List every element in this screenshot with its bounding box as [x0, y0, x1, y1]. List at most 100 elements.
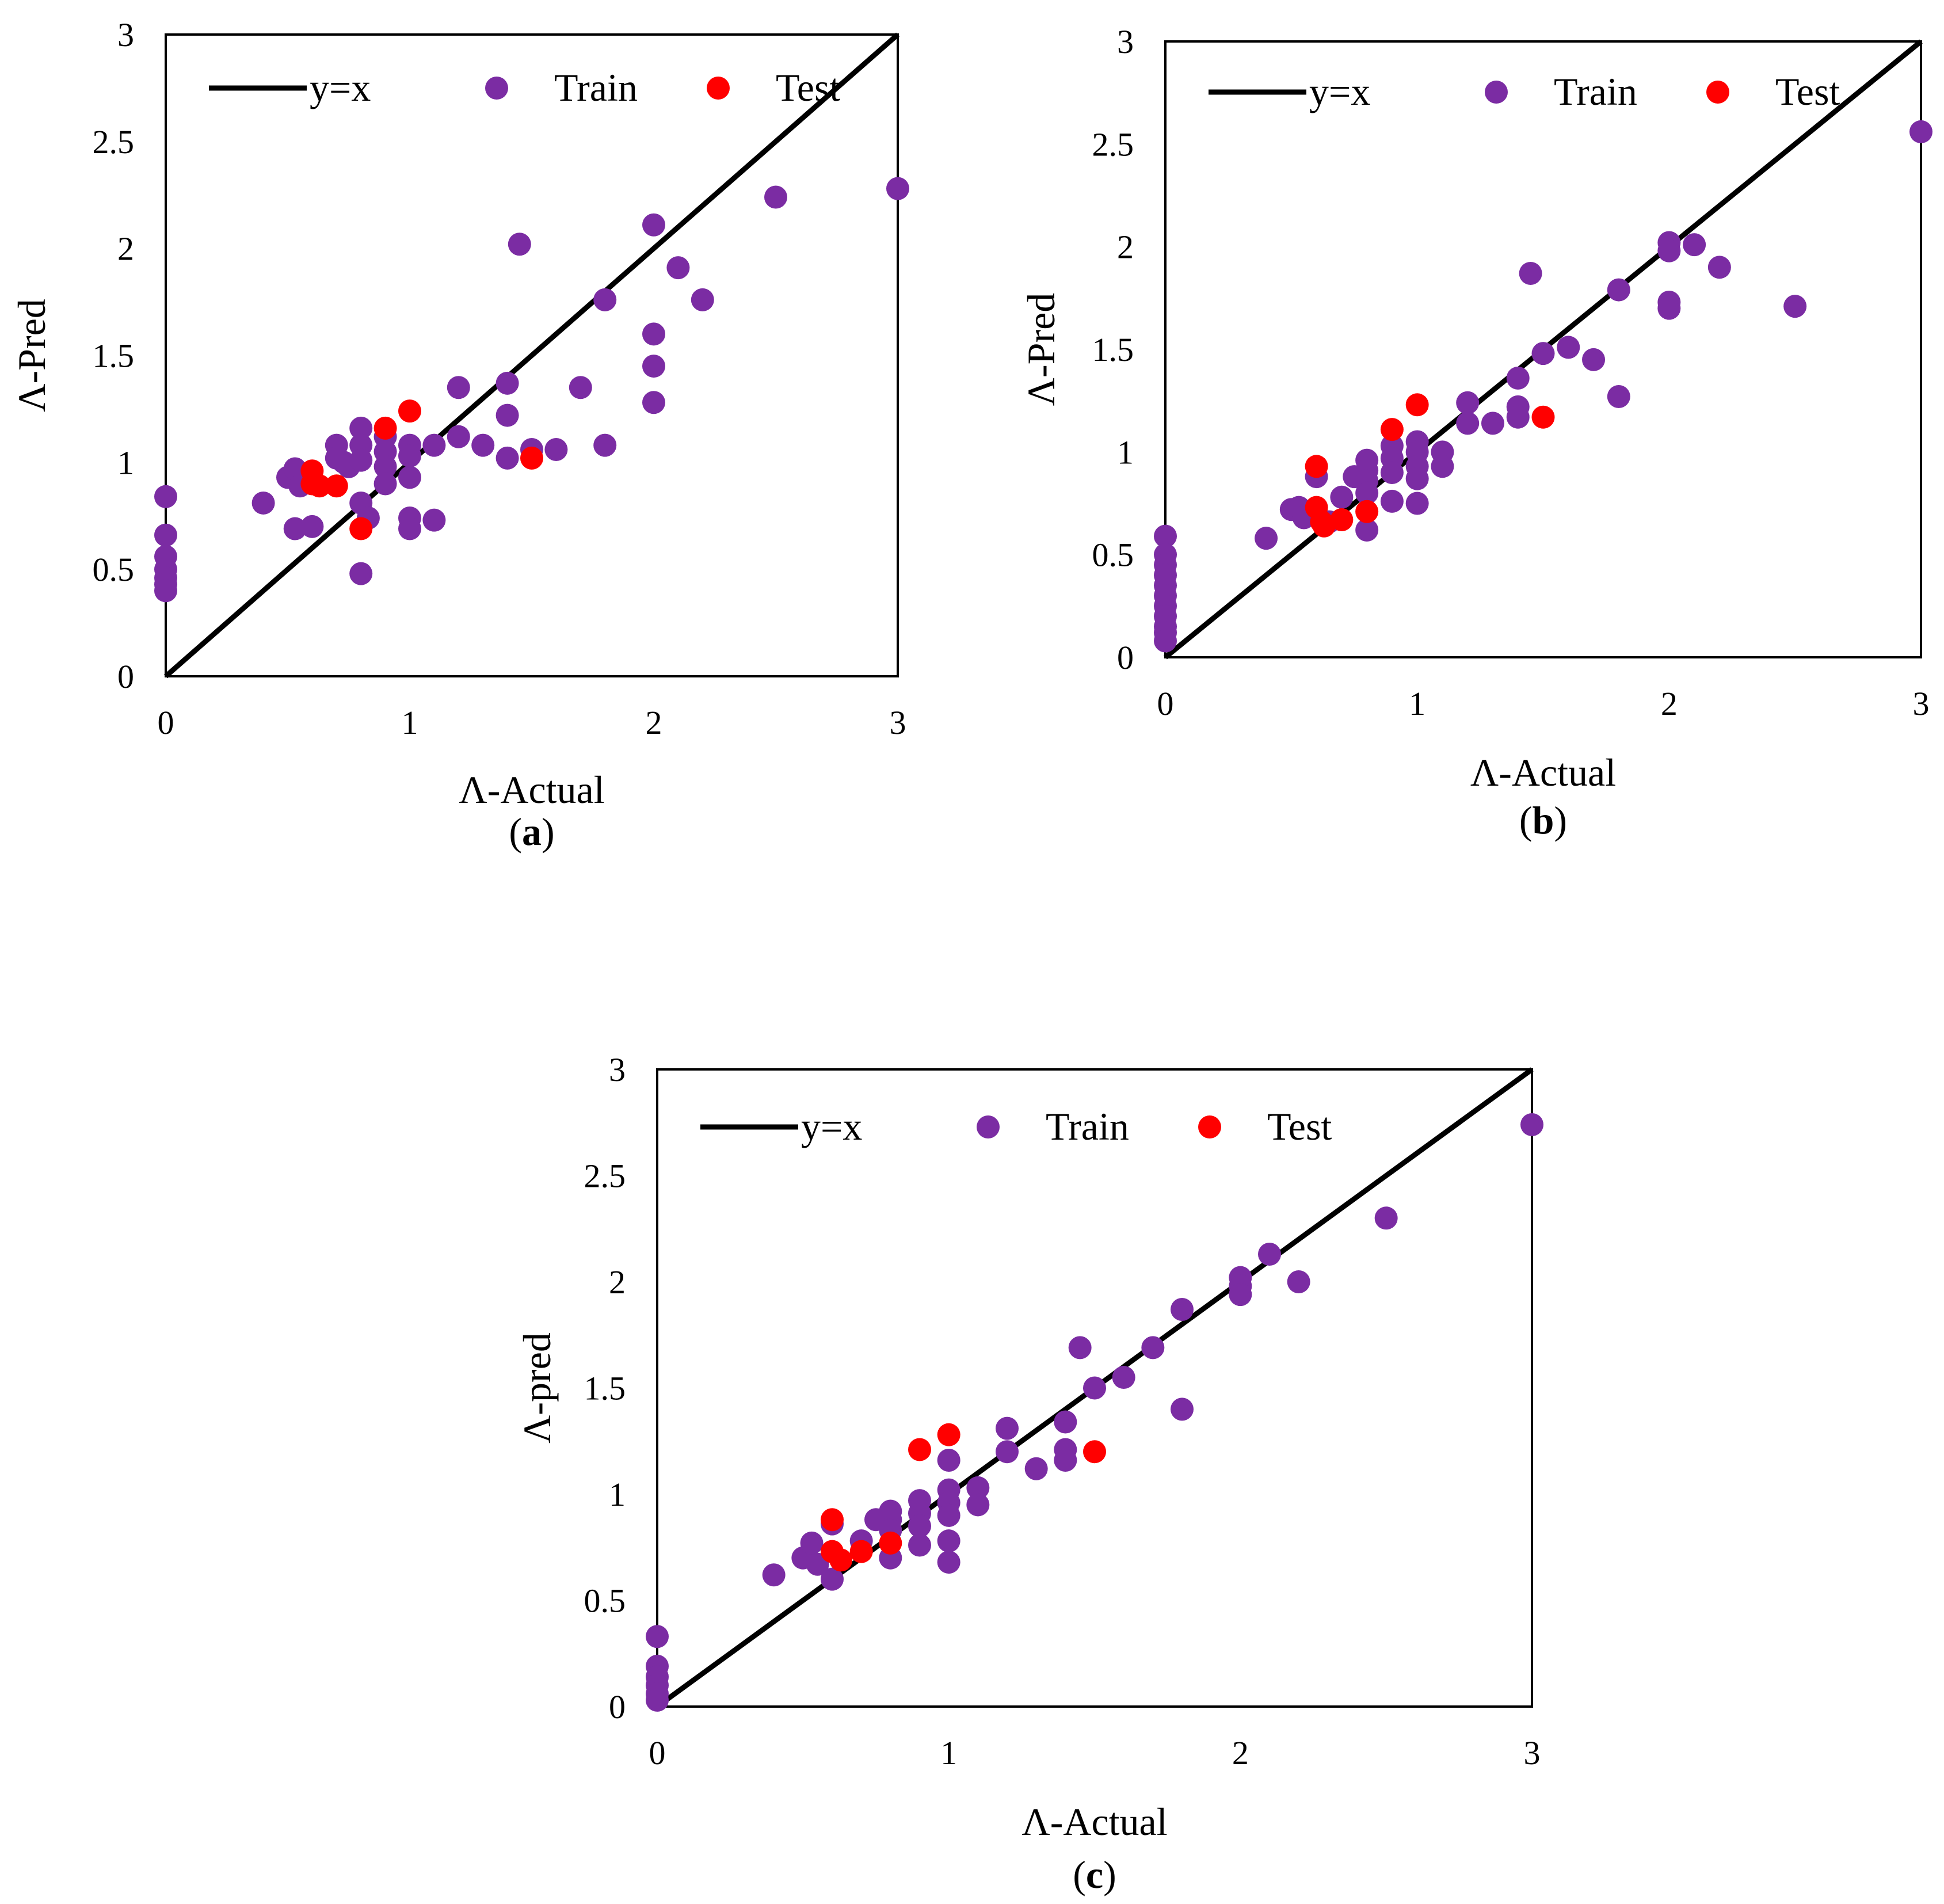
y-tick-label: 0.5	[584, 1582, 626, 1620]
x-tick-label: 0	[158, 704, 174, 741]
test-point	[325, 474, 348, 498]
train-point	[1909, 120, 1932, 143]
train-point	[1154, 629, 1177, 653]
train-point	[1657, 239, 1681, 262]
test-point	[849, 1540, 873, 1563]
test-point	[908, 1438, 931, 1461]
train-point	[646, 1688, 669, 1712]
test-point	[879, 1531, 902, 1555]
train-point	[569, 376, 592, 399]
train-point	[154, 579, 177, 603]
train-point	[937, 1503, 960, 1527]
train-point	[398, 517, 421, 540]
train-point	[1255, 527, 1278, 550]
y-tick-label: 3	[117, 16, 134, 54]
train-point	[422, 433, 446, 457]
test-point	[829, 1548, 853, 1572]
y-tick-label: 0	[117, 658, 134, 695]
y-axis-title: Λ-Pred	[10, 299, 54, 412]
train-point	[1506, 405, 1530, 429]
x-tick-label: 0	[1157, 685, 1174, 722]
y-axis-title: Λ-Pred	[1019, 293, 1063, 406]
train-point	[508, 233, 531, 256]
train-point	[1506, 366, 1530, 390]
x-tick-label: 0	[649, 1734, 666, 1772]
train-point	[764, 185, 787, 209]
train-point	[966, 1476, 990, 1499]
train-point	[800, 1531, 824, 1555]
y-tick-label: 2.5	[93, 123, 135, 161]
test-point	[373, 416, 397, 440]
train-point	[300, 515, 324, 538]
y-tick-label: 1.5	[93, 337, 135, 375]
train-point	[886, 177, 909, 200]
train-point	[1531, 342, 1555, 365]
train-point	[373, 455, 397, 478]
train-point	[1783, 295, 1807, 318]
panel-c: 0 0.5 1 1.5 2 2.5 3 0 1 2 3 Λ-Actual Λ-pred (c) y=x Tra…	[515, 1051, 1543, 1897]
legend-label-test: Test	[1267, 1105, 1332, 1148]
panel-label: (a)	[509, 810, 554, 854]
train-point	[646, 1625, 669, 1648]
train-point	[1557, 336, 1580, 359]
x-tick-label: 1	[940, 1734, 957, 1772]
panel-a: 0 0.5 1 1.5 2 2.5 3 0 1 2 3 Λ-Actual Λ-Pred (a) y=x Tra…	[10, 16, 909, 854]
train-point	[937, 1551, 960, 1574]
train-point	[1607, 278, 1630, 302]
train-point	[495, 403, 519, 427]
train-point	[251, 491, 275, 515]
test-point	[1405, 393, 1429, 417]
legend-train-swatch	[485, 77, 508, 100]
train-point	[447, 425, 470, 448]
train-point	[1481, 412, 1504, 435]
test-point	[937, 1423, 960, 1446]
legend-label-train: Train	[1554, 70, 1637, 113]
legend-train-swatch	[1485, 81, 1508, 104]
train-point	[666, 256, 690, 280]
train-point	[1083, 1376, 1106, 1400]
train-point	[642, 391, 665, 414]
panel-label: (c)	[1073, 1853, 1116, 1897]
test-point	[349, 517, 373, 540]
legend-label-yx: y=x	[1309, 70, 1370, 113]
train-point	[398, 466, 421, 489]
y-tick-label: 2.5	[1092, 125, 1134, 163]
x-tick-label: 2	[1661, 685, 1678, 722]
train-point	[1054, 1410, 1077, 1434]
train-point	[349, 416, 373, 440]
x-tick-label: 3	[1524, 1734, 1541, 1772]
x-axis-title: Λ-Actual	[459, 768, 604, 812]
train-point	[495, 446, 519, 470]
train-point	[1657, 296, 1681, 320]
train-point	[908, 1533, 931, 1557]
train-point	[1456, 391, 1480, 414]
test-point	[398, 399, 421, 423]
train-point	[691, 288, 714, 311]
x-tick-label: 3	[890, 704, 906, 741]
train-point	[1683, 233, 1706, 257]
y-tick-label: 1.5	[1092, 331, 1134, 368]
panel-label: (b)	[1519, 798, 1567, 842]
plot-area	[656, 1068, 1533, 1708]
train-point	[593, 288, 617, 311]
train-point	[1330, 485, 1354, 509]
train-point	[471, 433, 495, 457]
test-point	[1380, 418, 1404, 441]
legend-label-test: Test	[776, 66, 840, 109]
test-point	[308, 474, 331, 498]
x-tick-label: 2	[1232, 1734, 1249, 1772]
train-point	[642, 322, 665, 346]
test-point	[1312, 514, 1336, 538]
y-tick-label: 2	[1117, 229, 1134, 266]
panel-b: 0 0.5 1 1.5 2 2.5 3 0 1 2 3 Λ-Actual Λ-Pred (b) y=x Tra…	[1019, 23, 1932, 842]
test-point	[1330, 508, 1354, 532]
legend-label-yx: y=x	[801, 1105, 862, 1148]
y-tick-label: 0	[609, 1688, 626, 1726]
train-point	[447, 376, 470, 399]
train-point	[593, 433, 617, 457]
legend-label-test: Test	[1775, 70, 1840, 113]
test-point	[1305, 455, 1328, 478]
train-point	[398, 444, 421, 468]
train-point	[422, 508, 446, 532]
